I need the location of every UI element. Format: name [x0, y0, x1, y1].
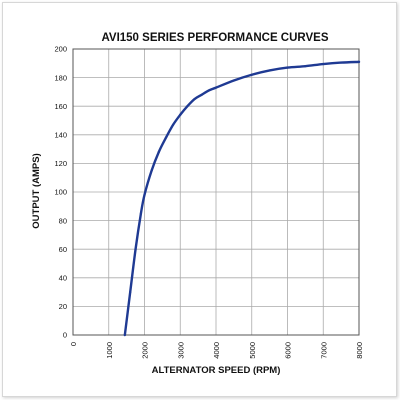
y-tick-labels: 0 20 40 60 80 100 120 140 160 180 200 [54, 45, 67, 340]
plot-border [72, 48, 360, 336]
curve-point [340, 61, 343, 64]
x-tick-label: 1000 [105, 342, 114, 359]
y-tick-label: 160 [54, 102, 67, 111]
x-tick-label: 4000 [212, 342, 221, 359]
curve-point [286, 66, 289, 69]
curve-point [200, 93, 203, 96]
y-tick-label: 80 [59, 216, 67, 225]
y-tick-label: 180 [54, 73, 67, 82]
x-tick-label: 0 [69, 342, 78, 346]
y-tick-label: 100 [54, 188, 67, 197]
curve-point [268, 69, 271, 72]
y-tick-label: 40 [59, 274, 67, 283]
y-tick-label: 120 [54, 159, 67, 168]
x-tick-label: 7000 [319, 342, 328, 359]
curve-point [232, 79, 235, 82]
curve-point [143, 193, 146, 196]
curve-point [139, 212, 143, 215]
curve-point [357, 60, 361, 63]
curve-point [150, 169, 153, 172]
x-tick-label: 8000 [355, 342, 364, 359]
x-tick-labels: 0 1000 2000 3000 4000 5000 6000 7000 8000 [69, 342, 364, 359]
curve-point [322, 62, 325, 66]
curve-point [186, 105, 189, 108]
chart-title: AVI150 SERIES PERFORMANCE CURVES [101, 32, 328, 44]
performance-curve-line [123, 60, 361, 337]
x-tick-label: 5000 [248, 342, 257, 359]
series-layer [123, 60, 361, 337]
curve-point [129, 291, 132, 294]
y-tick-label: 0 [63, 331, 67, 340]
curve-point [179, 113, 182, 116]
chart-frame [2, 2, 397, 397]
curve-point [193, 97, 196, 101]
y-tick-label: 20 [59, 302, 67, 311]
curve-point [134, 248, 137, 251]
x-tick-label: 2000 [141, 342, 150, 359]
curve-point [157, 150, 160, 154]
x-tick-label: 6000 [284, 342, 293, 359]
curve-point [250, 73, 253, 76]
curve-point [207, 89, 210, 92]
grid [72, 48, 360, 336]
y-axis-label: OUTPUT (AMPS) [31, 153, 42, 228]
y-tick-label: 200 [54, 45, 67, 54]
y-tick-label: 60 [59, 245, 67, 254]
curve-point [214, 86, 218, 89]
x-axis-label: ALTERNATOR SPEED (RPM) [152, 365, 281, 376]
curve-point [304, 65, 307, 68]
curve-point [172, 123, 175, 126]
curve-point [123, 333, 126, 337]
curve-point [164, 136, 168, 139]
x-tick-label: 3000 [176, 342, 185, 359]
y-tick-label: 140 [54, 131, 67, 140]
